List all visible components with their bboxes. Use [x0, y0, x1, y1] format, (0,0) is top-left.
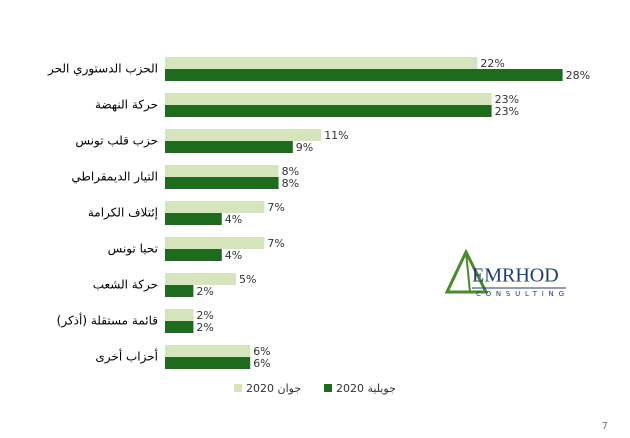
value-label: 6%: [253, 345, 270, 358]
value-label: 7%: [267, 237, 284, 250]
bar: [165, 285, 194, 297]
bar: [165, 273, 236, 285]
bar: [165, 213, 222, 225]
legend-label: جويلية 2020: [336, 382, 396, 395]
logo-subtitle: CONSULTING: [476, 290, 564, 298]
value-label: 28%: [566, 69, 590, 82]
value-label: 4%: [225, 249, 242, 262]
bar: [165, 345, 251, 357]
value-label: 8%: [282, 177, 299, 190]
bar: [165, 69, 563, 81]
page-number: 7: [602, 421, 608, 432]
category-label: حركة النهضة: [95, 98, 158, 113]
value-label: 22%: [480, 57, 504, 70]
bar: [165, 141, 293, 153]
category-label: أحزاب أخرى: [95, 349, 158, 365]
bar: [165, 309, 194, 321]
bar: [165, 201, 265, 213]
bar: [165, 165, 279, 177]
category-label: التيار الديمقراطي: [71, 170, 158, 185]
bar: [165, 357, 251, 369]
bar: [165, 57, 478, 69]
category-label: إئتلاف الكرامة: [88, 206, 158, 221]
bar: [165, 237, 265, 249]
value-label: 6%: [253, 357, 270, 370]
logo: EMRHOD CONSULTING: [444, 248, 566, 298]
legend-swatch: [324, 384, 332, 392]
value-label: 5%: [239, 273, 256, 286]
value-label: 4%: [225, 213, 242, 226]
value-label: 23%: [495, 93, 519, 106]
logo-mark: [465, 251, 471, 293]
category-label: الحزب الدستوري الحر: [47, 62, 158, 77]
bar: [165, 321, 194, 333]
bar: [165, 105, 492, 117]
category-label: قائمة مستقلة (أذكر): [57, 313, 158, 329]
logo-mark: [444, 248, 489, 294]
category-label: تحيا تونس: [108, 242, 158, 257]
bar: [165, 249, 222, 261]
value-label: 11%: [324, 129, 348, 142]
value-label: 8%: [282, 165, 299, 178]
value-label: 23%: [495, 105, 519, 118]
value-label: 7%: [267, 201, 284, 214]
value-label: 9%: [296, 141, 313, 154]
category-label: حزب قلب تونس: [75, 134, 158, 149]
value-label: 2%: [196, 285, 213, 298]
legend-swatch: [234, 384, 242, 392]
legend-label: جوان 2020: [246, 382, 301, 395]
value-label: 2%: [196, 309, 213, 322]
category-label: حركة الشعب: [93, 278, 158, 293]
value-label: 2%: [196, 321, 213, 334]
logo-name: EMRHOD: [472, 265, 559, 287]
bar: [165, 129, 322, 141]
bar: [165, 93, 492, 105]
bar: [165, 177, 279, 189]
